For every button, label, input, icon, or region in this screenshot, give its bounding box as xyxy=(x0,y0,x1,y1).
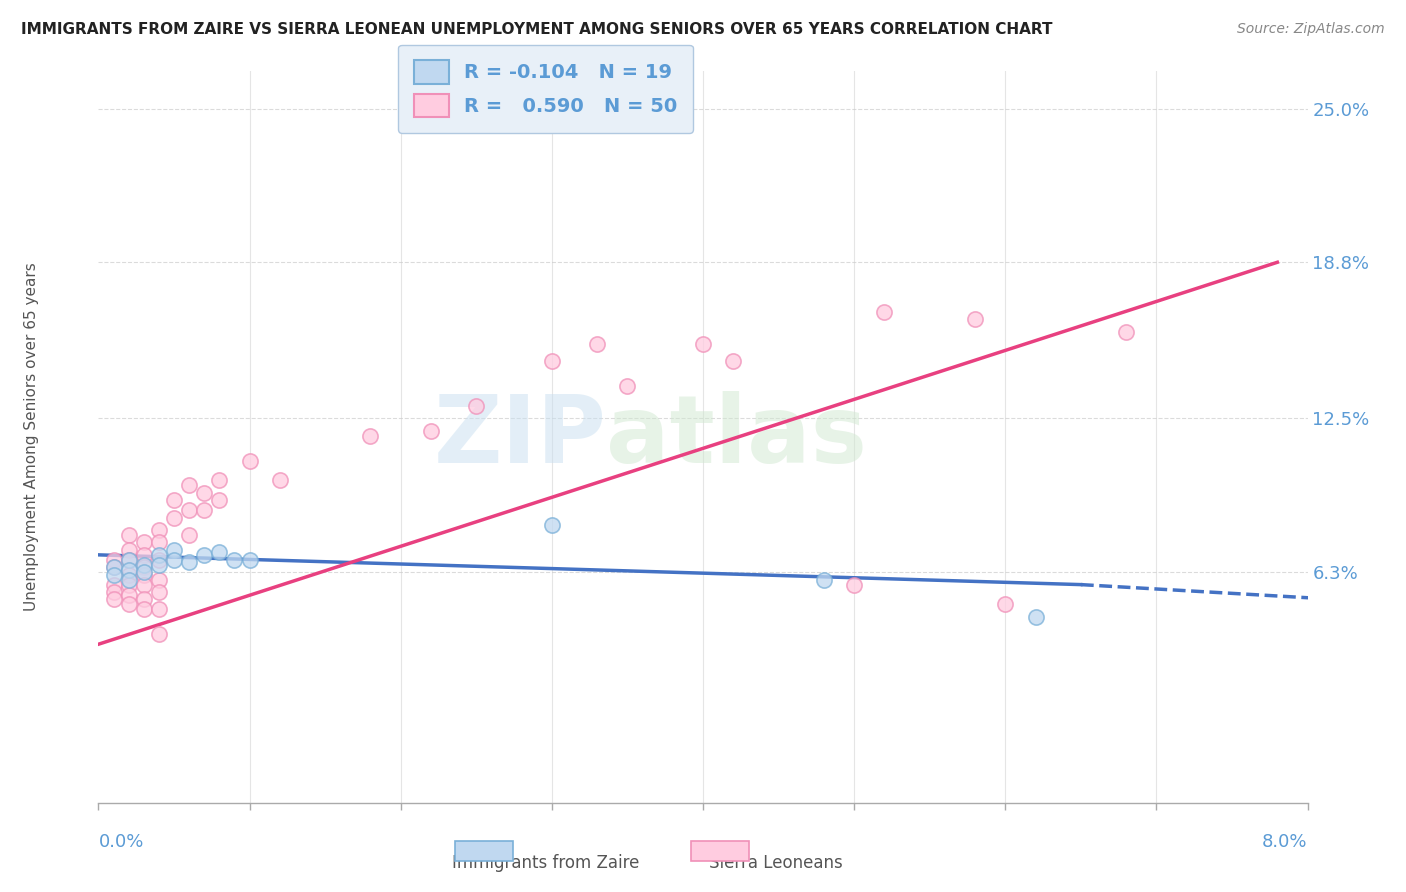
Point xyxy=(540,518,562,533)
Point xyxy=(179,555,201,569)
Point xyxy=(132,592,155,607)
Point xyxy=(163,553,186,567)
Point xyxy=(179,503,201,517)
Point xyxy=(208,493,231,508)
Point xyxy=(103,577,125,591)
Point xyxy=(965,312,987,326)
Point xyxy=(132,567,155,582)
Point xyxy=(179,528,201,542)
Point xyxy=(269,474,291,488)
Point xyxy=(103,560,125,574)
Point xyxy=(118,567,141,582)
Point xyxy=(148,558,170,572)
Point xyxy=(103,560,125,574)
Point xyxy=(723,354,745,368)
Text: 8.0%: 8.0% xyxy=(1263,832,1308,851)
Point xyxy=(148,535,170,549)
Point xyxy=(118,528,141,542)
Point xyxy=(103,567,125,582)
Text: Sierra Leoneans: Sierra Leoneans xyxy=(709,854,842,872)
Point xyxy=(193,548,215,562)
Point xyxy=(692,337,714,351)
Text: ZIP: ZIP xyxy=(433,391,606,483)
Point xyxy=(586,337,609,351)
Point xyxy=(118,573,141,587)
Point xyxy=(132,548,155,562)
Point xyxy=(132,535,155,549)
Bar xyxy=(456,841,513,862)
Point xyxy=(163,493,186,508)
Point xyxy=(103,592,125,607)
Point xyxy=(148,573,170,587)
Point xyxy=(118,577,141,591)
Point xyxy=(118,588,141,602)
Point xyxy=(844,577,866,591)
Point xyxy=(118,553,141,567)
Legend: R = -0.104   N = 19, R =   0.590   N = 50: R = -0.104 N = 19, R = 0.590 N = 50 xyxy=(398,45,693,133)
Point xyxy=(118,598,141,612)
Point xyxy=(193,503,215,517)
Point xyxy=(103,585,125,599)
Point xyxy=(616,379,638,393)
Point xyxy=(148,627,170,641)
Point xyxy=(224,553,246,567)
Point xyxy=(239,453,262,467)
Point xyxy=(148,548,170,562)
Text: Immigrants from Zaire: Immigrants from Zaire xyxy=(453,854,640,872)
Point xyxy=(118,553,141,567)
Point xyxy=(994,598,1017,612)
Text: Unemployment Among Seniors over 65 years: Unemployment Among Seniors over 65 years xyxy=(24,263,39,611)
Point xyxy=(163,510,186,524)
Text: atlas: atlas xyxy=(606,391,868,483)
Point xyxy=(208,474,231,488)
Point xyxy=(132,558,155,572)
Point xyxy=(179,478,201,492)
Point xyxy=(103,553,125,567)
Point xyxy=(239,553,262,567)
Point xyxy=(132,560,155,574)
Point xyxy=(118,542,141,557)
Point xyxy=(193,486,215,500)
Point xyxy=(132,565,155,579)
Point xyxy=(813,573,835,587)
Text: Source: ZipAtlas.com: Source: ZipAtlas.com xyxy=(1237,22,1385,37)
Point xyxy=(118,563,141,577)
Point xyxy=(1115,325,1137,339)
Point xyxy=(148,602,170,616)
Point xyxy=(132,577,155,591)
Point xyxy=(465,399,488,413)
Point xyxy=(1025,610,1047,624)
Text: IMMIGRANTS FROM ZAIRE VS SIERRA LEONEAN UNEMPLOYMENT AMONG SENIORS OVER 65 YEARS: IMMIGRANTS FROM ZAIRE VS SIERRA LEONEAN … xyxy=(21,22,1053,37)
Point xyxy=(208,545,231,559)
Point xyxy=(420,424,443,438)
Text: 0.0%: 0.0% xyxy=(98,832,143,851)
Point xyxy=(540,354,562,368)
Point xyxy=(148,553,170,567)
Point xyxy=(163,542,186,557)
Point xyxy=(132,602,155,616)
Point xyxy=(360,429,382,443)
Bar xyxy=(690,841,749,862)
Point xyxy=(148,585,170,599)
Point xyxy=(148,523,170,537)
Point xyxy=(873,305,896,319)
